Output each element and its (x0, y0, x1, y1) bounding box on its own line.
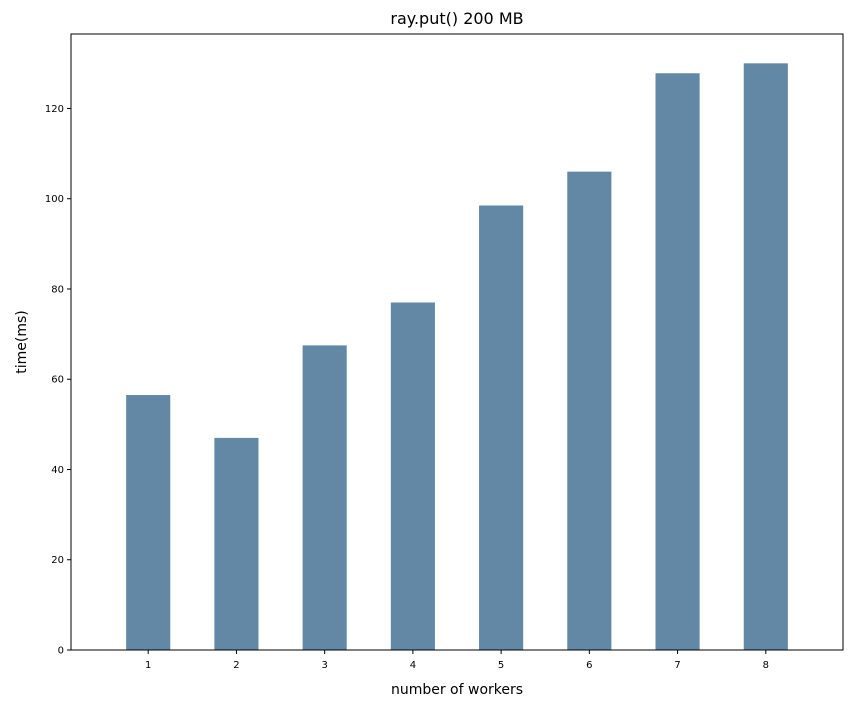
x-tick-label-4: 4 (410, 660, 416, 671)
bar-4 (390, 302, 435, 650)
bars-group (126, 63, 788, 651)
bar-3 (302, 345, 347, 650)
chart-title: ray.put() 200 MB (390, 9, 523, 28)
y-axis: 0 20 40 60 80 100 120 (45, 104, 71, 657)
bar-2 (214, 437, 259, 650)
y-tick-label-120: 120 (45, 104, 64, 115)
bar-5 (479, 205, 524, 650)
y-tick-label-20: 20 (51, 555, 64, 566)
x-axis-label: number of workers (391, 682, 523, 698)
x-tick-label-2: 2 (233, 660, 239, 671)
y-tick-label-80: 80 (51, 284, 64, 295)
x-tick-label-1: 1 (145, 660, 151, 671)
bar-8 (743, 63, 788, 651)
y-tick-label-0: 0 (58, 646, 64, 657)
y-tick-label-40: 40 (51, 465, 64, 476)
x-tick-label-5: 5 (498, 660, 504, 671)
x-tick-label-3: 3 (321, 660, 327, 671)
bar-7 (655, 73, 700, 650)
y-tick-label-100: 100 (45, 194, 64, 205)
x-tick-label-6: 6 (586, 660, 592, 671)
x-axis: 1 2 3 4 5 6 7 8 (145, 650, 769, 671)
y-tick-label-60: 60 (51, 375, 64, 386)
y-axis-label: time(ms) (14, 310, 30, 374)
bar-6 (567, 171, 612, 650)
x-tick-label-8: 8 (763, 660, 769, 671)
x-tick-label-7: 7 (674, 660, 680, 671)
bar-1 (126, 395, 171, 650)
plot-frame (70, 33, 844, 651)
